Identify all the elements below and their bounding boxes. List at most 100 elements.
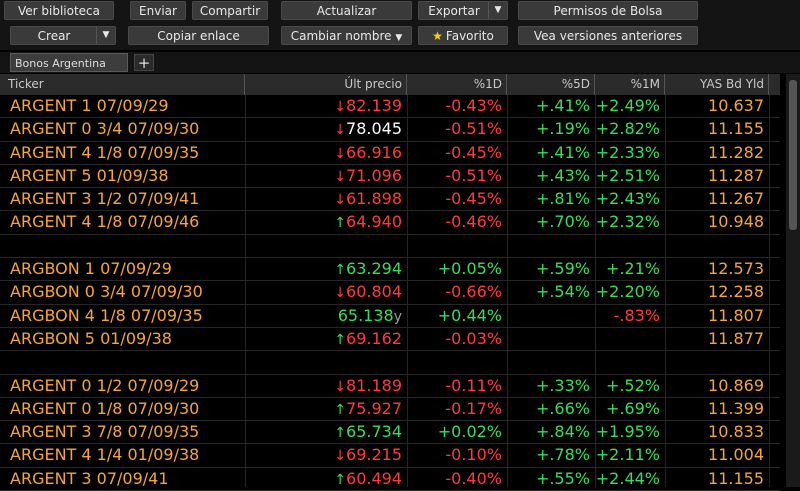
price-value: 63.294 xyxy=(346,259,402,279)
table-row[interactable]: ARGENT 1 07/09/29 ↓82.139 -0.43% +.41% +2.49… xyxy=(0,95,780,119)
permisos-de-bolsa-button[interactable]: Permisos de Bolsa xyxy=(518,1,698,20)
pct-1m-cell: +2.49% xyxy=(595,96,660,115)
ticker-cell: ARGENT 3 07/09/41 xyxy=(10,468,169,488)
pct-1d-cell: -0.17% xyxy=(445,398,502,418)
pct-1m-cell: -.83% xyxy=(613,305,660,325)
table-row[interactable]: ARGENT 0 1/2 07/09/29 ↓81.189 -0.11% +.33% +… xyxy=(0,375,780,398)
compartir-button[interactable]: Compartir xyxy=(192,1,268,20)
securities-table: Ticker Últ precio %1D %5D %1M YAS Bd Yld… xyxy=(0,74,780,491)
column-divider xyxy=(665,95,666,487)
ticker-cell: ARGENT 3 7/8 07/09/35 xyxy=(10,422,200,442)
column-divider xyxy=(595,95,596,487)
col-header-last-price[interactable]: Últ precio xyxy=(245,74,407,95)
vertical-scrollbar[interactable] xyxy=(786,74,800,487)
toolbar: Ver biblioteca Enviar Compartir Actualiz… xyxy=(0,0,800,50)
pct-1m-cell xyxy=(595,328,665,350)
pct-1m-cell: +2.82% xyxy=(595,119,660,139)
ticker-cell xyxy=(0,235,245,257)
col-header-pct-1d[interactable]: %1D xyxy=(407,74,507,95)
cambiar-nombre-button[interactable]: Cambiar nombre ▼ xyxy=(281,26,412,45)
yas-bd-yld-cell: 10.637 xyxy=(708,96,764,115)
pct-1m-cell: +.69% xyxy=(605,398,660,418)
pct-1m-cell: +.52% xyxy=(605,375,660,395)
table-row[interactable]: ARGENT 3 7/8 07/09/35 ↑65.734 +0.02% +.84% +… xyxy=(0,421,780,445)
crear-dropdown-icon[interactable]: ▼ xyxy=(96,27,115,44)
last-price-cell: 65.138y xyxy=(245,305,407,327)
last-price-cell xyxy=(245,235,407,257)
table-row[interactable]: ARGENT 0 1/8 07/09/30 ↑75.927 -0.17% +.66% +… xyxy=(0,398,780,422)
arrow-down-icon: ↓ xyxy=(334,145,347,162)
arrow-up-icon: ↑ xyxy=(334,471,347,488)
table-row[interactable]: ARGBON 4 1/8 07/09/35 65.138y +0.44% -.83% 1… xyxy=(0,305,780,328)
price-value: 69.162 xyxy=(346,328,402,348)
pct-1d-cell: -0.46% xyxy=(445,212,502,232)
table-row[interactable]: ARGENT 3 07/09/41 ↑60.494 -0.40% +.55% +2.44… xyxy=(0,468,780,491)
arrow-up-icon: ↑ xyxy=(334,262,347,279)
last-price-cell: ↓78.045 xyxy=(245,118,407,140)
last-price-cell: ↑75.927 xyxy=(245,398,407,420)
table-row[interactable]: ARGENT 4 1/4 01/09/38 ↓69.215 -0.10% +.78% +… xyxy=(0,444,780,468)
table-row[interactable] xyxy=(0,235,780,259)
ticker-cell: ARGENT 0 1/2 07/09/29 xyxy=(10,375,200,395)
table-row[interactable]: ARGENT 4 1/8 07/09/35 ↓66.916 -0.45% +.41% +… xyxy=(0,142,780,165)
pct-1d-cell: -0.51% xyxy=(445,165,502,185)
table-row[interactable]: ARGENT 0 3/4 07/09/30 ↓78.045 -0.51% +.19% +… xyxy=(0,118,780,142)
table-row[interactable]: ARGENT 5 01/09/38 ↓71.096 -0.51% +.43% +2.51… xyxy=(0,165,780,189)
ticker-cell: ARGENT 4 1/4 01/09/38 xyxy=(10,445,200,465)
crear-button[interactable]: Crear ▼ xyxy=(10,26,116,45)
copiar-enlace-button[interactable]: Copiar enlace xyxy=(128,26,269,45)
pct-5d-cell: +.33% xyxy=(535,375,590,395)
col-header-pct-1m[interactable]: %1M xyxy=(595,74,665,95)
arrow-up-icon: ↑ xyxy=(334,215,347,232)
pct-5d-cell: +.54% xyxy=(535,282,590,302)
scrollbar-thumb[interactable] xyxy=(789,80,797,230)
yas-bd-yld-cell: 12.258 xyxy=(708,282,764,302)
pct-5d-cell: +.81% xyxy=(535,189,590,209)
table-row[interactable]: ARGENT 4 1/8 07/09/46 ↑64.940 -0.46% +.70% +… xyxy=(0,211,780,235)
arrow-down-icon: ↓ xyxy=(334,99,347,115)
table-row[interactable]: ARGENT 3 1/2 07/09/41 ↓61.898 -0.45% +.81% +… xyxy=(0,188,780,212)
table-row[interactable]: ARGBON 1 07/09/29 ↑63.294 +0.05% +.59% +.21%… xyxy=(0,258,780,282)
last-price-cell: ↑60.494 xyxy=(245,468,407,490)
price-value: 66.916 xyxy=(346,142,402,162)
star-icon: ★ xyxy=(432,29,443,43)
pct-5d-cell: +.66% xyxy=(535,398,590,418)
last-price-cell: ↓71.096 xyxy=(245,165,407,187)
price-suffix: y xyxy=(393,308,402,325)
yas-bd-yld-cell: 11.399 xyxy=(708,398,764,418)
table-row[interactable] xyxy=(0,351,780,375)
ticker-cell: ARGENT 3 1/2 07/09/41 xyxy=(10,189,200,209)
crear-label: Crear xyxy=(37,29,71,43)
exportar-button[interactable]: Exportar ▼ xyxy=(418,1,508,20)
col-header-pct-5d[interactable]: %5D xyxy=(507,74,595,95)
pct-1m-cell: +2.51% xyxy=(595,165,660,185)
last-price-cell: ↑65.734 xyxy=(245,421,407,443)
ticker-cell: ARGBON 0 3/4 07/09/30 xyxy=(10,282,203,302)
last-price-cell: ↑64.940 xyxy=(245,211,407,233)
actualizar-button[interactable]: Actualizar xyxy=(281,1,412,20)
table-row[interactable]: ARGBON 5 01/09/38 ↑69.162 -0.03% 11.877 xyxy=(0,328,780,352)
pct-1d-cell: -0.66% xyxy=(445,282,502,302)
exportar-label: Exportar xyxy=(428,4,480,18)
exportar-dropdown-icon[interactable]: ▼ xyxy=(488,2,507,19)
table-row[interactable]: ARGBON 0 3/4 07/09/30 ↓60.804 -0.66% +.54% +… xyxy=(0,281,780,305)
favorito-button[interactable]: ★ Favorito xyxy=(418,26,508,45)
add-tab-icon[interactable]: + xyxy=(134,54,154,71)
pct-1d-cell: +0.44% xyxy=(437,305,502,325)
pct-1d-cell xyxy=(407,235,507,257)
column-divider xyxy=(407,95,408,487)
ticker-cell: ARGENT 1 07/09/29 xyxy=(10,96,169,115)
versiones-anteriores-button[interactable]: Vea versiones anteriores xyxy=(518,26,698,45)
arrow-up-icon: ↑ xyxy=(334,425,347,442)
yas-bd-yld-cell: 10.869 xyxy=(708,375,764,395)
tab-bonos-argentina[interactable]: Bonos Argentina xyxy=(10,53,128,72)
col-header-yas-bd-yld[interactable]: YAS Bd Yld xyxy=(665,74,769,95)
enviar-button[interactable]: Enviar xyxy=(130,1,186,20)
col-header-ticker[interactable]: Ticker xyxy=(0,74,245,95)
price-value: 64.940 xyxy=(346,212,402,232)
last-price-cell: ↓82.139 xyxy=(245,95,407,117)
yas-bd-yld-cell: 11.807 xyxy=(708,305,764,325)
pct-1m-cell: +2.44% xyxy=(595,468,660,488)
ver-biblioteca-button[interactable]: Ver biblioteca xyxy=(4,1,114,20)
price-value: 75.927 xyxy=(346,398,402,418)
